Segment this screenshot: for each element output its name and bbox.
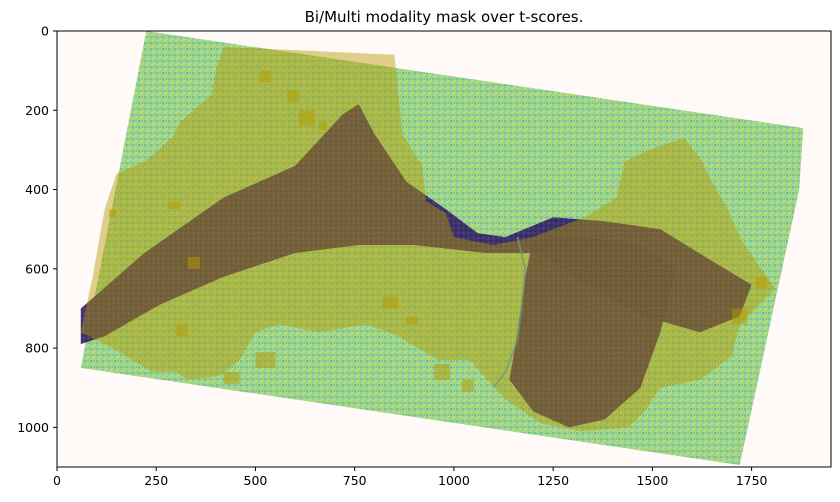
x-tick-label: 1000 <box>438 473 470 488</box>
image-layer <box>80 31 804 465</box>
y-tick-label: 1000 <box>17 420 49 435</box>
mask-block <box>406 316 419 325</box>
x-tick-label: 750 <box>343 473 367 488</box>
chart-title: Bi/Multi modality mask over t-scores. <box>305 8 584 26</box>
low-tscore-region-west-basin <box>80 104 752 345</box>
mask-block <box>299 110 315 127</box>
y-tick-label: 400 <box>25 182 49 197</box>
mask-block <box>187 256 200 269</box>
mask-block <box>731 308 748 325</box>
x-tick-label: 0 <box>53 473 61 488</box>
plot-frame <box>56 30 832 468</box>
mask-block <box>255 352 276 368</box>
mask-block <box>259 70 272 83</box>
y-tick-label: 800 <box>25 341 49 356</box>
mask-block <box>108 209 117 218</box>
mask-block <box>168 201 181 210</box>
mask-block <box>434 363 450 380</box>
y-tick-label: 200 <box>25 103 49 118</box>
x-tick-label: 500 <box>244 473 268 488</box>
mask-block <box>287 90 300 103</box>
river-line <box>492 236 527 389</box>
mask-block <box>318 122 327 131</box>
x-tick-label: 1750 <box>736 473 768 488</box>
y-tick-label: 600 <box>25 261 49 276</box>
mask-block <box>755 276 768 289</box>
modality-mask-north-mask <box>80 46 776 432</box>
y-axis: 0 200 400 600 800 1000 <box>17 24 57 435</box>
y-tick-label: 0 <box>41 24 49 39</box>
mask-block <box>223 371 240 384</box>
low-tscore-region-east-basin <box>509 237 677 428</box>
x-axis: 0 250 500 750 1000 1250 1500 1750 <box>53 467 768 488</box>
mask-block <box>461 379 474 392</box>
x-tick-label: 250 <box>144 473 168 488</box>
mask-block <box>382 296 399 309</box>
x-tick-label: 1500 <box>636 473 668 488</box>
x-tick-label: 1250 <box>537 473 569 488</box>
mask-block <box>176 324 188 337</box>
